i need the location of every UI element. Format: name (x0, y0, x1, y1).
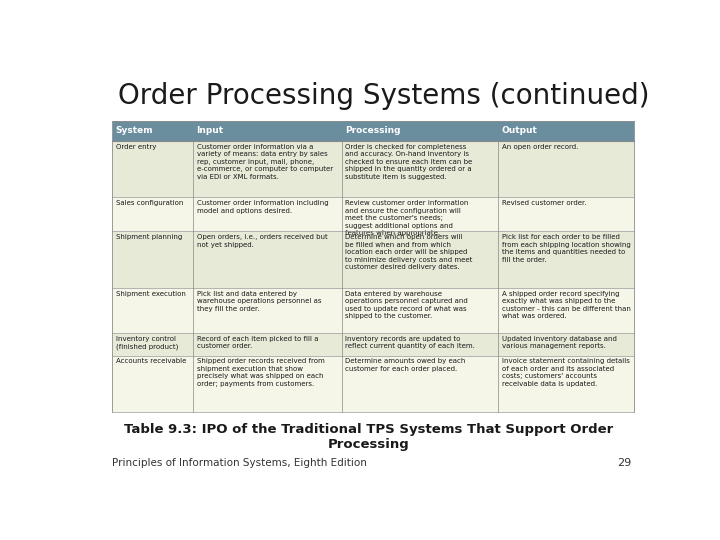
Text: Shipment execution: Shipment execution (116, 291, 186, 296)
Text: Record of each item picked to fill a
customer order.: Record of each item picked to fill a cus… (197, 336, 318, 349)
Text: Updated inventory database and
various management reports.: Updated inventory database and various m… (502, 336, 616, 349)
Text: Sales configuration: Sales configuration (116, 200, 183, 206)
Text: Customer order information via a
variety of means: data entry by sales
rep, cust: Customer order information via a variety… (197, 144, 333, 180)
Bar (112, 198, 634, 231)
Bar (112, 355, 634, 412)
Text: Table 9.3: IPO of the Traditional TPS Systems That Support Order
Processing: Table 9.3: IPO of the Traditional TPS Sy… (125, 423, 613, 451)
Bar (112, 231, 634, 288)
Text: Order entry: Order entry (116, 144, 156, 150)
Text: Output: Output (502, 126, 538, 136)
Text: Inventory records are updated to
reflect current quantity of each item.: Inventory records are updated to reflect… (345, 336, 475, 349)
Text: Determine which open orders will
be filled when and from which
location each ord: Determine which open orders will be fill… (345, 234, 472, 270)
Text: Determine amounts owed by each
customer for each order placed.: Determine amounts owed by each customer … (345, 359, 466, 372)
Text: An open order record.: An open order record. (502, 144, 578, 150)
Text: 29: 29 (617, 458, 631, 468)
Text: Review customer order information
and ensure the configuration will
meet the cus: Review customer order information and en… (345, 200, 469, 237)
Text: A shipped order record specifying
exactly what was shipped to the
customer - thi: A shipped order record specifying exactl… (502, 291, 631, 319)
Bar (112, 288, 634, 333)
Text: Invoice statement containing details
of each order and its associated
costs; cus: Invoice statement containing details of … (502, 359, 629, 387)
Text: Order is checked for completeness
and accuracy. On-hand inventory is
checked to : Order is checked for completeness and ac… (345, 144, 472, 180)
Text: Open orders, i.e., orders received but
not yet shipped.: Open orders, i.e., orders received but n… (197, 234, 328, 248)
Text: Customer order information including
model and options desired.: Customer order information including mod… (197, 200, 328, 214)
Text: System: System (116, 126, 153, 136)
Text: Accounts receivable: Accounts receivable (116, 359, 186, 364)
Text: Inventory control
(finished product): Inventory control (finished product) (116, 336, 178, 350)
Bar (112, 141, 634, 198)
Text: Processing: Processing (345, 126, 401, 136)
Bar (112, 121, 634, 141)
Text: Revised customer order.: Revised customer order. (502, 200, 586, 206)
Text: Pick list and data entered by
warehouse operations personnel as
they fill the or: Pick list and data entered by warehouse … (197, 291, 321, 312)
Bar (112, 333, 634, 355)
Text: Shipped order records received from
shipment execution that show
precisely what : Shipped order records received from ship… (197, 359, 324, 387)
Text: Data entered by warehouse
operations personnel captured and
used to update recor: Data entered by warehouse operations per… (345, 291, 468, 319)
Text: Shipment planning: Shipment planning (116, 234, 182, 240)
Text: Principles of Information Systems, Eighth Edition: Principles of Information Systems, Eight… (112, 458, 367, 468)
Text: Pick list for each order to be filled
from each shipping location showing
the it: Pick list for each order to be filled fr… (502, 234, 631, 262)
Text: Order Processing Systems (continued): Order Processing Systems (continued) (118, 82, 649, 110)
Text: Input: Input (197, 126, 224, 136)
